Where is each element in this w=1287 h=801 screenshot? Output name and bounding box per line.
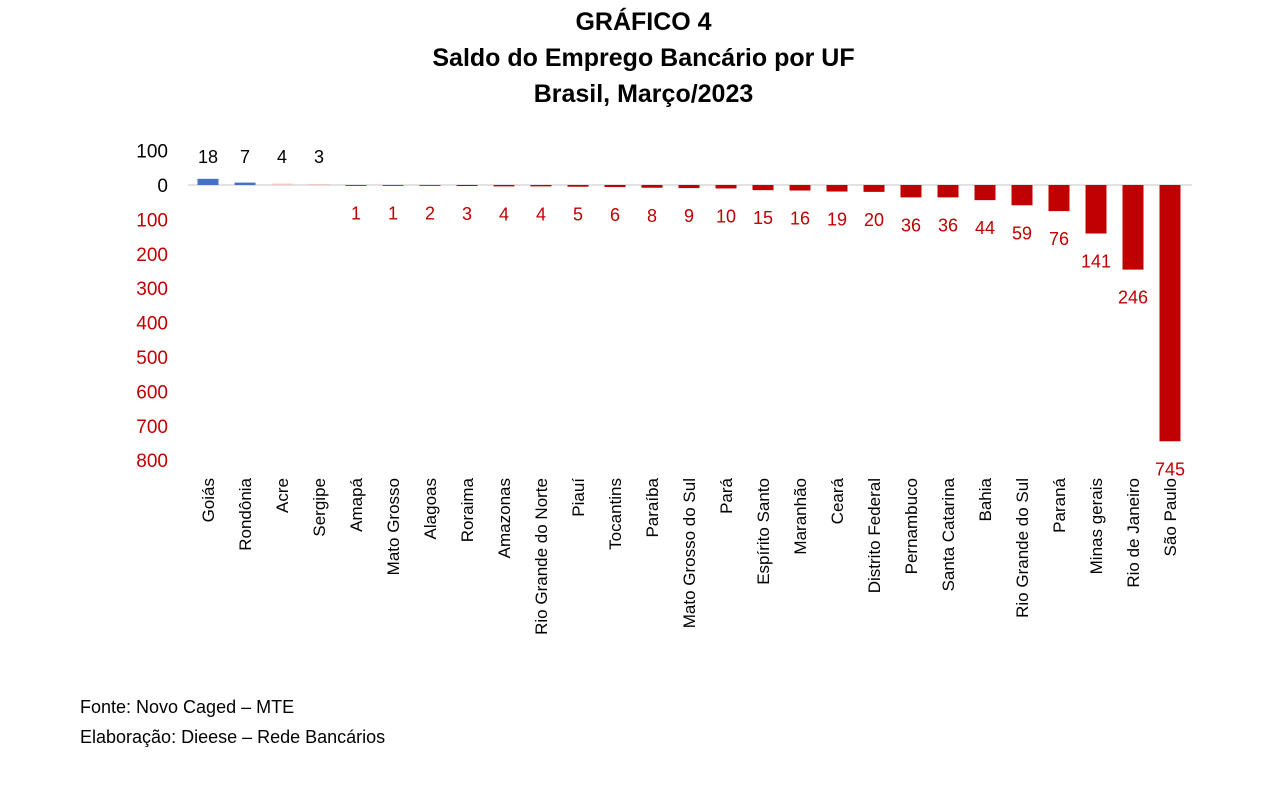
bar xyxy=(1159,185,1181,442)
bar xyxy=(493,185,515,187)
category-label: Rio Grande do Sul xyxy=(1013,478,1032,618)
category-label: Rio de Janeiro xyxy=(1124,478,1143,588)
y-tick-label: 800 xyxy=(136,451,168,472)
bar xyxy=(197,178,219,185)
bar xyxy=(419,185,441,186)
category-label: Distrito Federal xyxy=(865,478,884,593)
data-label: 3 xyxy=(462,204,472,224)
bar xyxy=(345,185,367,186)
category-label: Bahia xyxy=(976,477,995,521)
bar xyxy=(789,185,811,191)
bar xyxy=(1122,185,1144,270)
category-label: Pará xyxy=(717,477,736,513)
data-label: 4 xyxy=(277,147,287,167)
bar xyxy=(1011,185,1033,206)
data-label: 1 xyxy=(388,203,398,223)
data-label: 44 xyxy=(975,218,995,238)
data-label: 36 xyxy=(938,215,958,235)
bar xyxy=(1048,185,1070,212)
bar xyxy=(271,183,293,185)
category-label: Paraíba xyxy=(643,477,662,537)
data-label: 19 xyxy=(827,210,847,230)
data-label: 15 xyxy=(753,208,773,228)
credit-note: Elaboração: Dieese – Rede Bancários xyxy=(80,727,386,747)
data-label: 141 xyxy=(1081,252,1111,272)
data-label: 6 xyxy=(610,205,620,225)
category-label: Alagoas xyxy=(421,478,440,539)
bar xyxy=(308,183,330,185)
bar xyxy=(567,185,589,187)
category-label: Piauí xyxy=(569,478,588,517)
data-label: 246 xyxy=(1118,288,1148,308)
y-tick-label: 700 xyxy=(136,417,168,438)
category-label: Maranhão xyxy=(791,478,810,555)
bar xyxy=(234,182,256,185)
y-tick-label: 600 xyxy=(136,382,168,403)
data-label: 5 xyxy=(573,205,583,225)
data-label: 10 xyxy=(716,206,736,226)
data-label: 76 xyxy=(1049,229,1069,249)
bar xyxy=(604,185,626,188)
data-label: 1 xyxy=(351,203,361,223)
data-label: 4 xyxy=(499,204,509,224)
bar xyxy=(456,185,478,187)
data-label: 7 xyxy=(240,147,250,167)
y-tick-label: 100 xyxy=(136,142,168,163)
bar xyxy=(641,185,663,188)
category-label: Rio Grande do Norte xyxy=(532,478,551,635)
y-tick-label: 400 xyxy=(136,314,168,335)
data-label: 3 xyxy=(314,147,324,167)
data-label: 20 xyxy=(864,210,884,230)
category-label: Espírito Santo xyxy=(754,478,773,585)
category-label: Amazonas xyxy=(495,478,514,558)
chart-subtitle-2: Brasil, Março/2023 xyxy=(533,80,754,108)
category-label: Tocantins xyxy=(606,478,625,550)
category-label: Sergipe xyxy=(310,478,329,537)
category-label: Mato Grosso xyxy=(384,478,403,575)
bar xyxy=(678,185,700,189)
bar xyxy=(900,185,922,198)
data-label: 59 xyxy=(1012,223,1032,243)
category-label: Pernambuco xyxy=(902,478,921,574)
chart-title: GRÁFICO 4 xyxy=(575,8,712,36)
data-label: 36 xyxy=(901,215,921,235)
category-label: Paraná xyxy=(1050,477,1069,532)
category-label: São Paulo xyxy=(1161,478,1180,556)
y-tick-label: 500 xyxy=(136,348,168,369)
source-note: Fonte: Novo Caged – MTE xyxy=(80,697,295,717)
bar xyxy=(715,185,737,189)
data-label: 2 xyxy=(425,204,435,224)
category-label: Santa Catarina xyxy=(939,477,958,591)
bar xyxy=(752,185,774,191)
bar xyxy=(937,185,959,198)
bar xyxy=(382,185,404,186)
chart-subtitle: Saldo do Emprego Bancário por UF xyxy=(432,44,855,72)
category-label: Amapá xyxy=(347,477,366,531)
category-label: Rondônia xyxy=(236,477,255,550)
bar xyxy=(863,185,885,192)
category-label: Goiás xyxy=(199,478,218,522)
category-label: Ceará xyxy=(828,477,847,524)
data-label: 8 xyxy=(647,206,657,226)
data-label: 4 xyxy=(536,204,546,224)
data-label: 745 xyxy=(1155,459,1185,479)
category-label: Minas gerais xyxy=(1087,478,1106,574)
y-tick-label: 100 xyxy=(136,210,168,231)
category-label: Acre xyxy=(273,478,292,513)
y-tick-label: 0 xyxy=(157,176,168,197)
bar xyxy=(974,185,996,201)
bar xyxy=(1085,185,1107,234)
bar xyxy=(530,185,552,187)
data-label: 18 xyxy=(198,147,218,167)
bar xyxy=(826,185,848,192)
data-label: 9 xyxy=(684,206,694,226)
y-tick-label: 200 xyxy=(136,245,168,266)
category-label: Roraima xyxy=(458,477,477,542)
category-label: Mato Grosso do Sul xyxy=(680,478,699,628)
y-tick-label: 300 xyxy=(136,279,168,300)
data-label: 16 xyxy=(790,209,810,229)
